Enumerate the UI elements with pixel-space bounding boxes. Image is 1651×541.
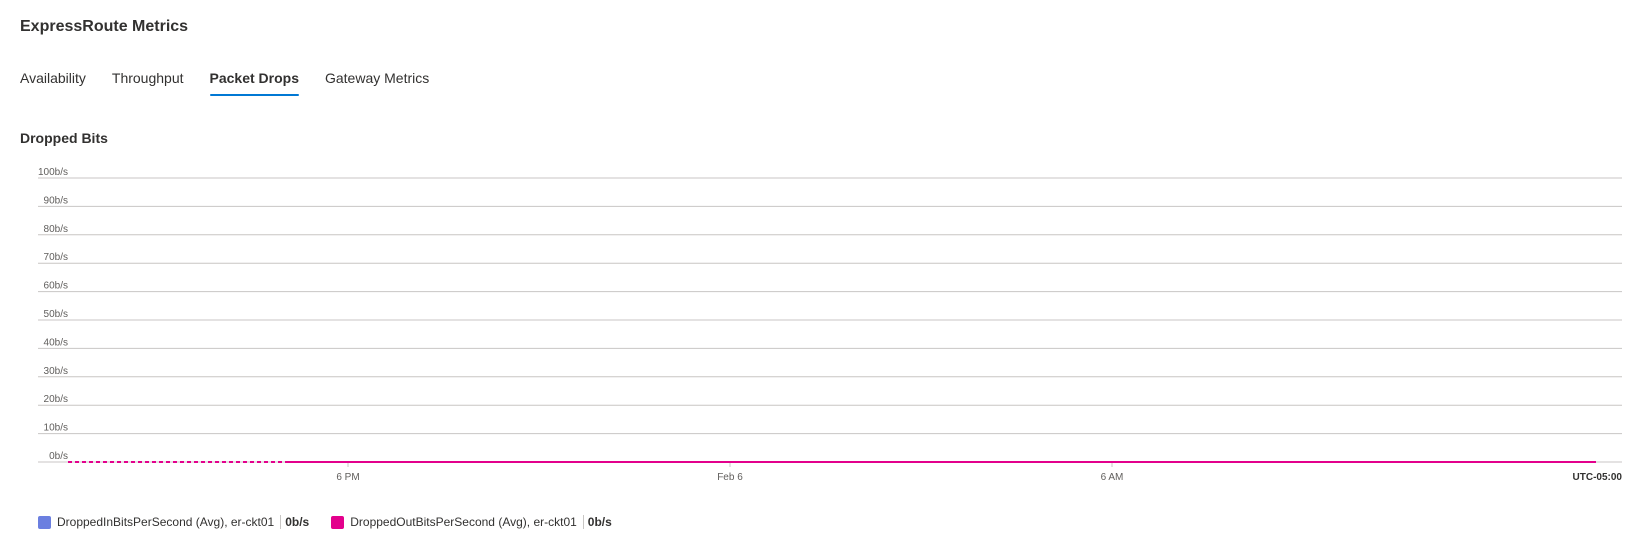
y-tick-label: 70b/s [44,252,68,263]
y-tick-label: 90b/s [44,195,68,206]
legend-divider [280,515,282,529]
chart-legend: DroppedInBitsPerSecond (Avg), er-ckt01 0… [38,515,634,529]
tab-availability[interactable]: Availability [20,70,86,86]
legend-swatch-dropped-in [38,515,51,529]
y-tick-label: 80b/s [44,224,68,235]
tab-gateway-metrics[interactable]: Gateway Metrics [324,70,430,86]
legend-swatch-dropped-out [331,515,345,529]
y-tick-label: 0b/s [49,451,68,462]
y-tick-label: 100b/s [38,167,68,178]
y-tick-label: 50b/s [44,309,68,320]
chart-gridlines [38,177,1622,463]
legend-series-value: 0b/s [587,515,612,529]
chart-x-axis: 6 PM Feb 6 6 AM [336,462,1123,483]
page-title: ExpressRoute Metrics [20,18,189,35]
x-tick-label: 6 AM [1101,472,1124,483]
legend-divider [582,515,584,529]
x-tick-label: 6 PM [336,472,359,483]
y-tick-label: 60b/s [44,281,68,292]
timezone-label: UTC-05:00 [1573,472,1623,483]
y-tick-label: 40b/s [44,337,68,348]
x-tick-label: Feb 6 [717,472,743,483]
chart-title: Dropped Bits [20,130,108,146]
tab-packet-drops[interactable]: Packet Drops [209,68,300,96]
dropped-bits-chart: 0b/s 10b/s 20b/s 30b/s 40b/s 50b/s 60b/s 70b/s 8… [38,167,1623,483]
legend-series-name: DroppedOutBitsPerSecond (Avg), er-ckt01 [350,515,577,529]
legend-item-dropped-out[interactable]: DroppedOutBitsPerSecond (Avg), er-ckt01 … [331,515,612,529]
chart-y-axis: 0b/s 10b/s 20b/s 30b/s 40b/s 50b/s 60b/s 70b/s 8… [38,167,68,462]
y-tick-label: 30b/s [44,366,68,377]
y-tick-label: 10b/s [44,423,68,434]
tab-throughput[interactable]: Throughput [111,70,184,86]
metrics-tabs: Availability Throughput Packet Drops Gat… [20,68,455,98]
y-tick-label: 20b/s [44,394,68,405]
legend-item-dropped-in[interactable]: DroppedInBitsPerSecond (Avg), er-ckt01 0… [38,515,309,529]
legend-series-value: 0b/s [285,515,310,529]
legend-series-name: DroppedInBitsPerSecond (Avg), er-ckt01 [57,515,275,529]
